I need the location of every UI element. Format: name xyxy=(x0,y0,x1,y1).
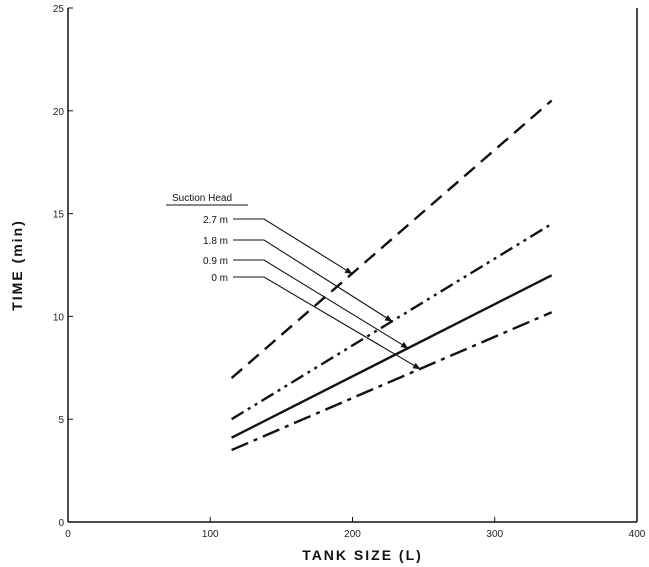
legend-entry-label: 1.8 m xyxy=(203,236,228,247)
legend-title: Suction Head xyxy=(172,193,232,204)
x-tick-label: 300 xyxy=(486,529,503,540)
x-tick-label: 100 xyxy=(202,529,219,540)
legend-leader-arrow xyxy=(233,239,393,322)
y-tick-label: 15 xyxy=(53,210,65,221)
legend-leader-arrow xyxy=(233,218,353,275)
y-tick-label: 20 xyxy=(53,107,65,118)
y-tick-label: 25 xyxy=(53,4,65,15)
x-axis-title: TANK SIZE (L) xyxy=(302,547,423,563)
series-line xyxy=(231,274,553,439)
legend-leader-arrow xyxy=(233,276,421,370)
axis-ticks: 0 100 200 300 400 0 5 10 15 20 25 xyxy=(53,4,646,540)
legend-entry-label: 0.9 m xyxy=(203,256,228,267)
y-axis-title: TIME (min) xyxy=(9,219,25,311)
y-tick-label: 0 xyxy=(58,518,64,529)
legend: Suction Head 2.7 m 1.8 m 0.9 m 0 m xyxy=(166,193,421,370)
x-tick-label: 0 xyxy=(65,529,71,540)
legend-entry-label: 0 m xyxy=(211,273,228,284)
plot-frame xyxy=(67,8,638,523)
legend-leader-arrow xyxy=(233,259,409,349)
x-tick-label: 400 xyxy=(629,529,646,540)
y-tick-label: 5 xyxy=(58,415,64,426)
series-line xyxy=(230,99,553,379)
x-tick-label: 200 xyxy=(344,529,361,540)
series-lines xyxy=(230,99,553,452)
legend-entry-label: 2.7 m xyxy=(203,215,228,226)
y-tick-label: 10 xyxy=(53,312,65,323)
series-line xyxy=(231,311,553,452)
